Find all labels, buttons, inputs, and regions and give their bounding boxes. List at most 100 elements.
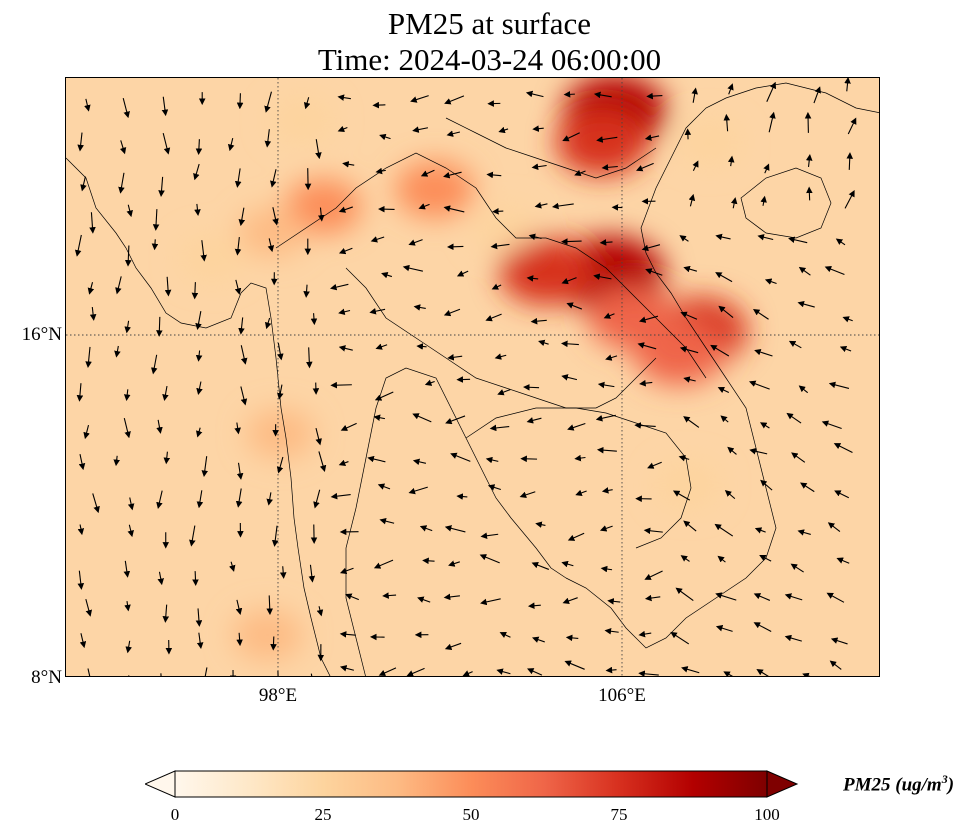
wind-arrow [675, 587, 694, 602]
wind-arrow [373, 414, 386, 422]
map-title-line2: Time: 2024-03-24 06:00:00 [317, 42, 662, 77]
colorbar-label-close: ) [947, 774, 955, 796]
wind-arrow [753, 622, 772, 632]
cambodia-vietnam-south-coast [565, 82, 879, 649]
wind-arrow [303, 284, 310, 298]
wind-arrow [760, 479, 773, 491]
wind-arrow [607, 598, 621, 605]
map-panel[interactable] [65, 77, 880, 677]
wind-arrow [532, 636, 545, 643]
pm25-hotspot-3 [499, 236, 594, 305]
wind-arrow [839, 345, 852, 353]
wind-arrow [561, 238, 582, 245]
wind-arrow [717, 387, 730, 393]
wind-arrow [240, 345, 248, 365]
lon-tick-label-98: 98°E [258, 685, 298, 706]
wind-arrow [277, 342, 284, 361]
wind-arrow [200, 240, 207, 262]
wind-arrow [308, 564, 316, 583]
wind-arrow [645, 268, 663, 276]
wind-arrow [566, 302, 583, 310]
wind-arrow [417, 596, 431, 603]
colorbar-label-main: PM25 (ug/m [843, 774, 942, 796]
wind-arrow [672, 490, 691, 501]
wind-arrow [527, 668, 543, 676]
wind-arrow [527, 602, 541, 609]
wind-arrow [519, 491, 536, 498]
wind-arrow [538, 339, 549, 347]
wind-arrow [842, 316, 853, 323]
wind-arrow [681, 666, 700, 674]
wind-arrow [644, 594, 661, 602]
gridlines [66, 78, 879, 676]
wind-arrow [683, 416, 700, 428]
wind-arrow [791, 452, 806, 463]
wind-arrow [330, 492, 351, 500]
wind-arrow [424, 379, 435, 386]
wind-arrow [80, 176, 87, 192]
wind-arrow [551, 202, 574, 210]
wind-arrow [494, 353, 507, 360]
wind-arrow [339, 631, 356, 638]
wind-arrow [161, 96, 169, 117]
wind-arrow [830, 637, 848, 645]
wind-arrow [601, 487, 613, 494]
wind-arrow [829, 660, 842, 670]
wind-arrow [123, 560, 131, 578]
map-canvas [66, 78, 879, 676]
wind-arrow [798, 266, 811, 276]
wind-arrow [201, 456, 209, 478]
wind-arrow [445, 415, 466, 425]
wind-arrow [759, 554, 772, 562]
wind-arrow [715, 625, 733, 632]
wind-arrow [805, 154, 813, 167]
wind-arrow [196, 632, 204, 650]
pm25-hotspot-11 [246, 408, 315, 459]
pm25-hotspot-12 [232, 609, 303, 661]
wind-arrow [443, 593, 460, 601]
wind-arrow [412, 458, 427, 466]
wind-arrow [313, 489, 321, 509]
wind-arrow [89, 212, 96, 234]
wind-arrow [768, 111, 776, 133]
wind-arrow [754, 348, 773, 357]
wind-arrow [418, 203, 430, 210]
wind-arrow [644, 570, 663, 580]
wind-arrow [788, 236, 808, 244]
wind-arrow [338, 459, 349, 466]
wind-arrow [683, 376, 696, 383]
wind-arrow [638, 630, 652, 638]
wind-arrow [195, 350, 203, 362]
wind-arrow [379, 517, 395, 525]
wind-arrow [196, 490, 204, 509]
wind-arrow [637, 342, 657, 350]
wind-arrow [723, 113, 731, 132]
wind-arrow [156, 316, 163, 337]
wind-arrow [370, 236, 385, 243]
wind-arrow [846, 152, 854, 170]
wind-arrow [338, 345, 353, 352]
wind-arrow [235, 599, 243, 615]
wind-arrow [643, 527, 663, 535]
wind-arrow [318, 451, 327, 473]
wind-arrow [345, 593, 360, 601]
wind-arrow [422, 557, 435, 565]
wind-arrow [124, 245, 132, 267]
wind-arrow [813, 86, 821, 104]
wind-arrow [373, 559, 394, 569]
colorbar-label: PM25 (ug/m3) [843, 772, 954, 796]
wind-arrow [338, 247, 353, 255]
wind-arrow [486, 171, 502, 179]
wind-arrow [234, 422, 241, 435]
wind-arrow [646, 92, 663, 100]
wind-arrow [489, 424, 510, 432]
wind-arrow [834, 490, 850, 499]
wind-arrow [680, 311, 698, 320]
wind-arrow [720, 415, 729, 423]
wind-arrow [408, 486, 428, 495]
wind-arrow [279, 566, 287, 579]
wind-arrow [683, 265, 698, 273]
wind-arrow [156, 490, 163, 509]
wind-arrow [375, 167, 386, 175]
wind-arrow [593, 91, 612, 99]
